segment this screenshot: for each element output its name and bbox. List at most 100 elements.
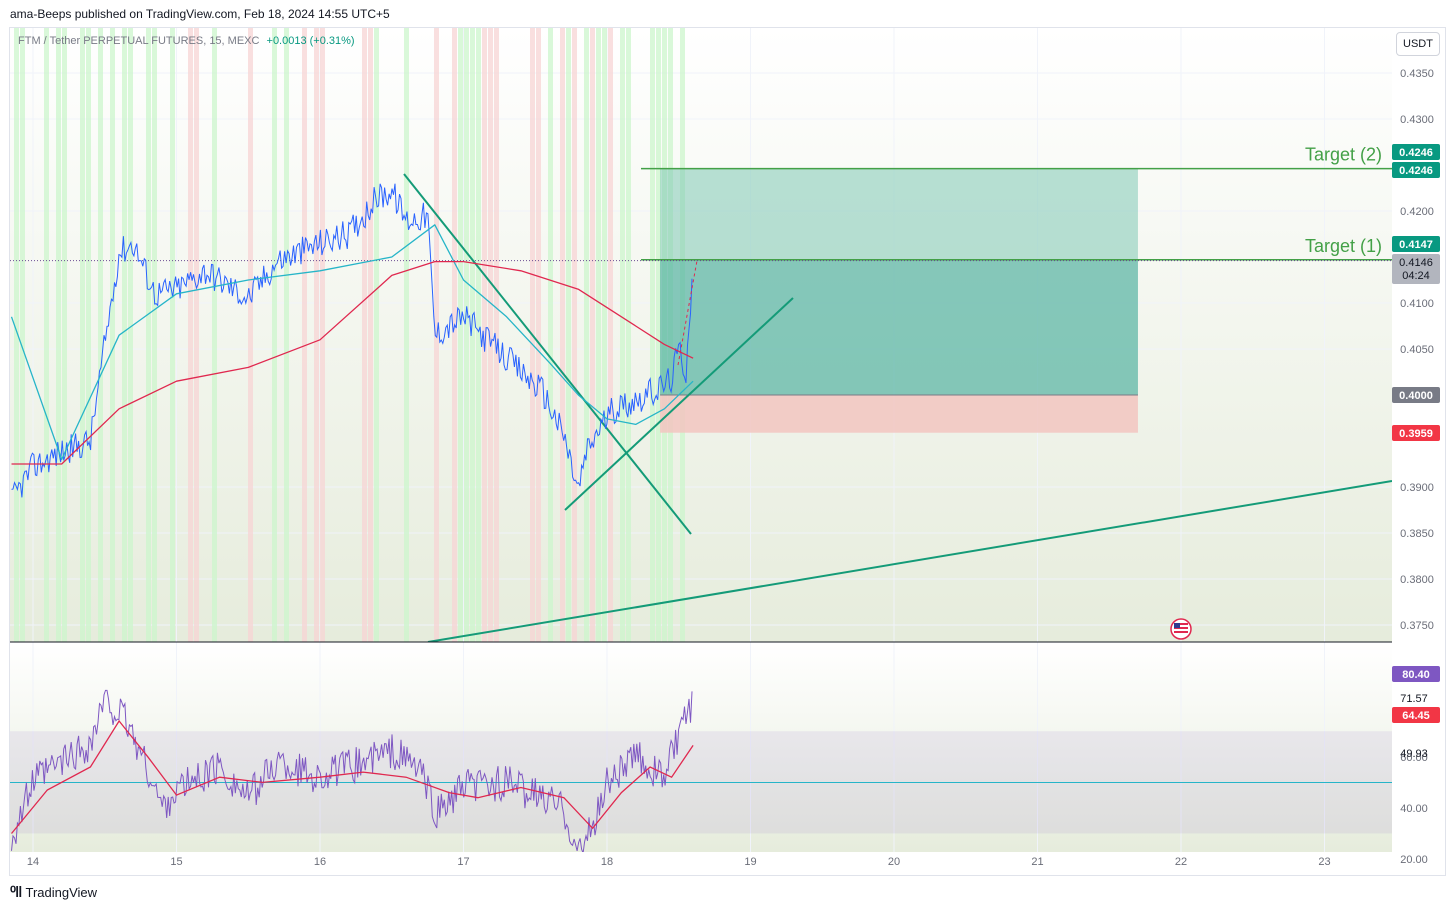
signal-highlight [110,28,115,642]
price-tick-label: 0.4200 [1400,206,1434,218]
target-label[interactable]: Target (2) [1305,145,1382,165]
price-series [11,183,693,498]
signal-highlight [590,28,595,642]
entry-price-tag-bg [1392,387,1440,403]
signal-highlight [152,28,157,642]
signal-highlight [248,28,253,642]
stop-price-tag-bg [1392,425,1440,441]
signal-highlight [314,28,319,642]
ascending-trendline[interactable] [564,297,794,511]
signal-highlight [572,28,577,642]
signal-highlight [560,28,565,642]
target-1-price-tag: 0.4147 [1399,239,1433,251]
signal-highlight [404,28,409,642]
signal-highlight [620,28,625,642]
signal-highlight [14,28,19,642]
rsi-ma-tag-bg [1392,707,1440,723]
profit-zone[interactable] [660,168,1138,395]
signal-highlight [212,28,217,642]
signal-highlight [146,28,151,642]
us-flag-icon[interactable] [1170,618,1192,640]
rsi-value-tag: 80.40 [1402,669,1430,681]
signal-highlight [302,28,307,642]
signal-highlight [20,28,25,642]
signal-highlight [80,28,85,642]
rsi-ma-line [10,719,694,834]
signal-highlight [464,28,469,642]
signal-highlight [470,28,475,642]
signal-highlight [566,28,571,642]
brand-label: TradingView [25,884,98,900]
signal-highlight [98,28,103,642]
rsi-tick-label: 60.00 [1400,752,1428,764]
price-tick-label: 0.4050 [1400,344,1434,356]
chart-legend: FTM / Tether PERPETUAL FUTURES, 15, MEXC… [18,35,355,47]
chart-frame[interactable] [9,27,1446,876]
time-tick-label: 17 [457,856,469,868]
support-trendline[interactable] [427,480,1392,642]
price-tick-label: 0.4350 [1400,68,1434,80]
rsi-line [11,689,693,852]
signal-highlight [122,28,127,642]
signal-highlight [482,28,487,642]
price-change: +0.0013 (+0.31%) [266,35,355,47]
target-2-line-price-tag-bg [1392,162,1440,178]
target-label[interactable]: Target (1) [1305,236,1382,256]
signal-highlight [374,28,379,642]
tradingview-logo-icon[interactable]: ⁰‖ [10,884,23,901]
price-tick-label: 0.3900 [1400,482,1434,494]
ema-fast-line [10,224,694,461]
signal-highlight [548,28,553,642]
signal-highlight [272,28,277,642]
profit-zone-filled [660,259,1138,395]
currency-button[interactable]: USDT [1396,32,1440,56]
stop-price-tag: 0.3959 [1399,428,1433,440]
last-price-tag-bg [1392,254,1440,284]
target-2-line-price-tag: 0.4246 [1399,165,1433,177]
price-tick-label: 0.3750 [1400,620,1434,632]
entry-price-tag: 0.4000 [1399,390,1433,402]
publish-info: ama-Beeps published on TradingView.com, … [10,7,390,21]
signal-highlight [368,28,373,642]
signal-highlight [476,28,481,642]
target-1-price-tag-bg [1392,236,1440,252]
signal-highlight [602,28,607,642]
descending-trendline[interactable] [403,173,692,535]
loss-zone[interactable] [660,395,1138,433]
bar-countdown: 04:24 [1402,270,1430,282]
signal-highlight [626,28,631,642]
signal-highlight [86,28,91,642]
rsi-mid-label: 49.93 [1400,748,1428,760]
rsi-value-tag-bg [1392,666,1440,682]
price-tick-label: 0.4300 [1400,114,1434,126]
price-tick-label: 0.3800 [1400,574,1434,586]
rsi-pane-bg [10,644,1392,852]
time-tick-label: 19 [744,856,756,868]
signal-highlight [434,28,439,642]
price-tick-label: 0.3850 [1400,528,1434,540]
signal-highlight [44,28,49,642]
signal-highlight [188,28,193,642]
rsi-tick-label: 40.00 [1400,803,1428,815]
time-tick-label: 22 [1175,856,1187,868]
signal-highlight [452,28,457,642]
time-tick-label: 18 [601,856,613,868]
rsi-tick-label: 20.00 [1400,854,1428,866]
ema-slow-line [11,260,694,465]
last-price-tag: 0.4146 [1399,257,1433,269]
time-tick-label: 21 [1031,856,1043,868]
signal-highlight [488,28,493,642]
signal-highlight [62,28,67,642]
signal-highlight [320,28,325,642]
footer: ⁰‖ TradingView [10,883,97,901]
symbol-name[interactable]: FTM / Tether PERPETUAL FUTURES, 15, MEXC [18,35,260,47]
signal-highlight [170,28,175,642]
signal-highlight [596,28,601,642]
signal-highlight [128,28,133,642]
signal-highlight [536,28,541,642]
rsi-ma-tag: 64.45 [1402,710,1430,722]
signal-highlight [608,28,613,642]
signal-highlight [284,28,289,642]
signal-highlight [194,28,199,642]
